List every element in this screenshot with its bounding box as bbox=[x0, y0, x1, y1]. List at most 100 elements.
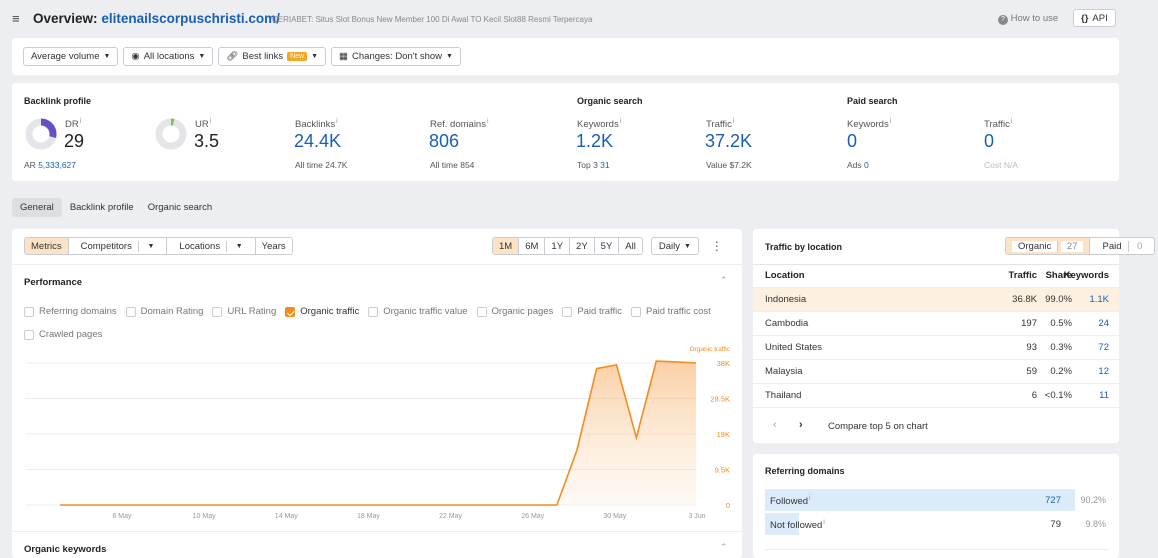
changes-label: Changes: Don't show bbox=[352, 51, 443, 62]
metric-checkbox[interactable]: Organic pages bbox=[476, 302, 554, 322]
range-2y[interactable]: 2Y bbox=[570, 238, 595, 254]
organic-toggle[interactable]: Organic 27 bbox=[1006, 238, 1091, 254]
metric-checkbox[interactable]: URL Rating bbox=[212, 302, 276, 322]
years-button[interactable]: Years bbox=[255, 238, 292, 254]
domain-link[interactable]: elitenailscorpuschristi.com/ bbox=[101, 11, 280, 26]
best-links-dropdown[interactable]: 🔗︎ Best links New ▼ bbox=[218, 47, 327, 66]
location-keywords[interactable]: 24 bbox=[1098, 318, 1109, 329]
new-badge: New bbox=[287, 52, 308, 61]
backlinks-value[interactable]: 24.4K bbox=[294, 131, 342, 151]
table-row[interactable]: Indonesia 36.8K 99.0% 1.1K bbox=[753, 288, 1119, 312]
location-share: 0.3% bbox=[1050, 342, 1072, 353]
checkbox-label: Organic pages bbox=[491, 306, 554, 317]
backlinks-label: Backlinksi bbox=[295, 118, 338, 131]
prev-page-icon[interactable]: ‹ bbox=[773, 419, 777, 431]
notfollowed-value[interactable]: 79 bbox=[1050, 519, 1061, 530]
metrics-button[interactable]: Metrics bbox=[25, 238, 69, 254]
organic-traffic-value[interactable]: 37.2K bbox=[705, 131, 753, 151]
metric-checkbox[interactable]: Paid traffic bbox=[562, 302, 622, 322]
interval-dropdown[interactable]: Daily ▼ bbox=[650, 237, 699, 255]
location-keywords[interactable]: 11 bbox=[1099, 390, 1109, 401]
y-tick-label: 0 bbox=[726, 501, 730, 510]
followed-row[interactable]: Followedi 727 90.2% bbox=[765, 489, 1109, 511]
changes-dropdown[interactable]: ▦ Changes: Don't show ▼ bbox=[331, 47, 461, 66]
notfollowed-pct: 9.8% bbox=[1085, 519, 1106, 529]
hamburger-icon[interactable]: ≡ bbox=[12, 11, 20, 26]
more-options-icon[interactable]: ⋮ bbox=[710, 239, 723, 253]
header-location[interactable]: Location bbox=[765, 270, 805, 281]
x-tick-label: 26 May bbox=[521, 513, 544, 520]
range-1y[interactable]: 1Y bbox=[545, 238, 571, 254]
table-row[interactable]: Cambodia 197 0.5% 24 bbox=[753, 312, 1119, 336]
location-keywords[interactable]: 12 bbox=[1098, 366, 1109, 377]
followed-value[interactable]: 727 bbox=[1045, 495, 1061, 506]
competitors-button[interactable]: Competitors ▼ bbox=[68, 238, 168, 254]
tab-backlink-profile[interactable]: Backlink profile bbox=[69, 202, 134, 213]
y-tick-label: 9.5K bbox=[715, 466, 730, 475]
volume-dropdown[interactable]: Average volume ▼ bbox=[23, 47, 119, 66]
ads-value[interactable]: 0 bbox=[864, 160, 869, 170]
series-area bbox=[60, 361, 696, 505]
organic-keywords-label: Keywordsi bbox=[577, 118, 622, 131]
dr-donut bbox=[25, 118, 57, 150]
range-group: 1M 6M 1Y 2Y 5Y All bbox=[492, 237, 643, 255]
paid-keywords-value[interactable]: 0 bbox=[847, 131, 858, 151]
collapse-icon[interactable]: ⌃ bbox=[720, 275, 728, 285]
metric-checkbox[interactable]: Paid traffic cost bbox=[631, 302, 711, 322]
paid-traffic-label: Traffici bbox=[984, 118, 1013, 131]
checkbox-icon bbox=[368, 307, 379, 317]
metric-checkbox[interactable]: Domain Rating bbox=[125, 302, 203, 322]
top3-value[interactable]: 31 bbox=[600, 160, 610, 170]
paid-toggle[interactable]: Paid 0 bbox=[1090, 238, 1155, 254]
refdomains-value[interactable]: 806 bbox=[429, 131, 460, 151]
tab-organic-search[interactable]: Organic search bbox=[147, 202, 213, 213]
organic-paid-toggle: Organic 27 Paid 0 bbox=[1005, 237, 1156, 255]
page-title: Overview: elitenailscorpuschristi.com/ bbox=[33, 11, 280, 26]
checkbox-label: Crawled pages bbox=[39, 329, 103, 340]
table-row[interactable]: United States 93 0.3% 72 bbox=[753, 336, 1119, 360]
section-tabs: General Backlink profile Organic search bbox=[12, 198, 218, 217]
help-icon: ? bbox=[998, 15, 1008, 25]
ar-value[interactable]: 5,333,627 bbox=[38, 160, 77, 170]
locations-dropdown[interactable]: ◉ All locations ▼ bbox=[123, 47, 214, 66]
range-5y[interactable]: 5Y bbox=[594, 238, 620, 254]
notfollowed-row[interactable]: Not followedi 79 9.8% bbox=[765, 513, 1109, 535]
location-keywords[interactable]: 1.1K bbox=[1089, 294, 1109, 305]
checkbox-icon bbox=[125, 307, 136, 317]
header-traffic[interactable]: Traffic bbox=[1008, 270, 1037, 281]
location-table-header: Location Traffic Share Keywords bbox=[753, 264, 1119, 288]
filter-bar: Average volume ▼ ◉ All locations ▼ 🔗︎ Best l… bbox=[12, 38, 1119, 75]
how-to-use-link[interactable]: ? How to use bbox=[998, 13, 1058, 25]
metric-checkbox[interactable]: Organic traffic value bbox=[368, 302, 468, 322]
header-share[interactable]: Share bbox=[1045, 270, 1072, 281]
compare-top5-link[interactable]: Compare top 5 on chart bbox=[828, 421, 928, 432]
paid-traffic-value[interactable]: 0 bbox=[984, 131, 995, 151]
next-page-icon[interactable]: › bbox=[799, 419, 803, 431]
range-1m[interactable]: 1M bbox=[493, 238, 520, 254]
table-row[interactable]: Malaysia 59 0.2% 12 bbox=[753, 360, 1119, 384]
checkbox-label: Organic traffic value bbox=[383, 306, 468, 317]
api-label: API bbox=[1092, 12, 1108, 24]
header-keywords[interactable]: Keywords bbox=[1063, 270, 1109, 281]
chart-mode-group: Metrics Competitors ▼ Locations ▼ Years bbox=[24, 237, 293, 255]
organic-traffic-label: Traffici bbox=[706, 118, 735, 131]
location-keywords[interactable]: 72 bbox=[1098, 342, 1109, 353]
collapse-icon[interactable]: ⌃ bbox=[720, 542, 728, 552]
range-6m[interactable]: 6M bbox=[519, 238, 546, 254]
paid-keywords-label: Keywordsi bbox=[847, 118, 892, 131]
tab-general[interactable]: General bbox=[12, 198, 62, 217]
page-description: CERIABET: Situs Slot Bonus New Member 10… bbox=[272, 15, 593, 24]
x-tick-label: 18 May bbox=[357, 513, 380, 520]
metric-checkbox[interactable]: Crawled pages bbox=[24, 325, 102, 345]
range-all[interactable]: All bbox=[619, 238, 642, 254]
api-icon: {} bbox=[1081, 12, 1089, 24]
locations-button[interactable]: Locations ▼ bbox=[167, 238, 256, 254]
location-name: Cambodia bbox=[765, 318, 809, 329]
metric-checkbox[interactable]: Referring domains bbox=[24, 302, 117, 322]
table-row[interactable]: Thailand 6 <0.1% 11 bbox=[753, 384, 1119, 408]
api-button[interactable]: {} API bbox=[1073, 9, 1116, 27]
organic-keywords-value[interactable]: 1.2K bbox=[576, 131, 614, 151]
x-tick-label: 14 May bbox=[275, 513, 298, 520]
metric-checkbox[interactable]: Organic traffic bbox=[285, 302, 359, 322]
traffic-by-location-title: Traffic by location bbox=[765, 242, 843, 252]
